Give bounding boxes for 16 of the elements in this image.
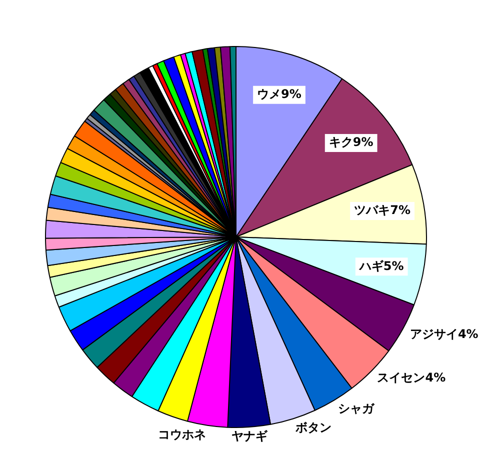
slice-label: ハギ (358, 258, 384, 273)
data-label: 9% (352, 135, 374, 150)
data-label: 4% (458, 326, 478, 341)
slice-label: シャガ (338, 401, 376, 416)
slice-label: ウメ (257, 86, 282, 101)
slice-label: コウホネ (158, 427, 206, 442)
data-label: 7% (390, 203, 410, 218)
slice-label: ツバキ (354, 203, 390, 218)
data-label: 9% (281, 86, 302, 101)
data-label: 4% (425, 370, 446, 385)
slice-label: ボタン (294, 420, 332, 434)
slice-label: スイセン (377, 370, 426, 385)
data-label: 5% (383, 258, 404, 273)
slice-label: キク (328, 135, 353, 150)
slice-label: アジサイ (410, 326, 458, 341)
slice-label: ヤナギ (232, 429, 269, 444)
